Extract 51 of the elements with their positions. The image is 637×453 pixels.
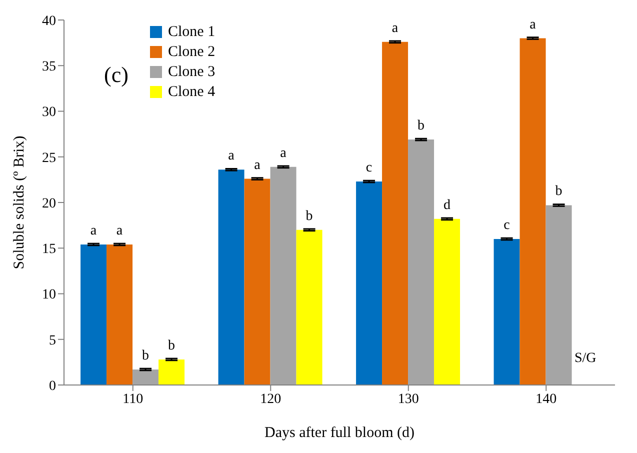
data-label: c	[366, 160, 372, 176]
bar	[546, 205, 572, 385]
annotation: (c)	[104, 62, 128, 87]
y-tick-label: 15	[42, 242, 56, 258]
y-tick-label: 30	[42, 105, 56, 120]
legend-label: Clone 2	[168, 43, 216, 62]
y-tick-label: 25	[42, 150, 56, 166]
data-label: a	[90, 223, 98, 238]
legend-label: Clone 1	[168, 23, 216, 42]
legend-label: Clone 4	[168, 83, 216, 102]
data-label: b	[142, 348, 150, 364]
bar	[218, 170, 244, 385]
legend-label: Clone 3	[168, 63, 216, 82]
bar	[106, 244, 133, 385]
data-label: a	[280, 146, 288, 161]
y-tick-label: 20	[42, 196, 56, 212]
x-tick-label: 110	[122, 392, 144, 407]
data-label: b	[418, 118, 425, 134]
data-label: a	[530, 17, 537, 32]
bar	[382, 42, 408, 385]
x-tick-label: 130	[398, 392, 419, 407]
bar	[132, 369, 159, 385]
data-label: b	[555, 184, 562, 200]
y-tick-label: 5	[49, 333, 56, 348]
y-tick-label: 10	[42, 288, 56, 303]
bar	[270, 166, 296, 385]
data-label: d	[444, 198, 451, 213]
x-axis-title: Days after full bloom (d)	[264, 425, 414, 441]
data-label: a	[392, 20, 399, 36]
bar	[494, 239, 520, 385]
data-label: b	[306, 208, 313, 224]
data-label: a	[228, 148, 236, 164]
y-tick-label: 0	[49, 378, 56, 394]
bar	[356, 182, 382, 385]
y-axis-title: Soluble solids (º Brix)	[11, 136, 28, 270]
bar	[520, 38, 546, 385]
bar	[296, 230, 322, 385]
annotation: S/G	[574, 351, 596, 366]
data-label: a	[116, 223, 124, 238]
data-label: b	[168, 338, 176, 354]
bar	[158, 359, 185, 385]
y-tick-label: 35	[42, 60, 56, 75]
bar	[434, 218, 460, 385]
bar	[408, 140, 434, 385]
x-tick-label: 120	[260, 392, 282, 407]
x-tick-label: 140	[536, 392, 557, 407]
data-label: a	[254, 158, 262, 173]
bar	[80, 244, 107, 385]
bar	[244, 178, 270, 385]
y-tick-label: 40	[42, 14, 56, 29]
data-label: c	[504, 218, 510, 233]
